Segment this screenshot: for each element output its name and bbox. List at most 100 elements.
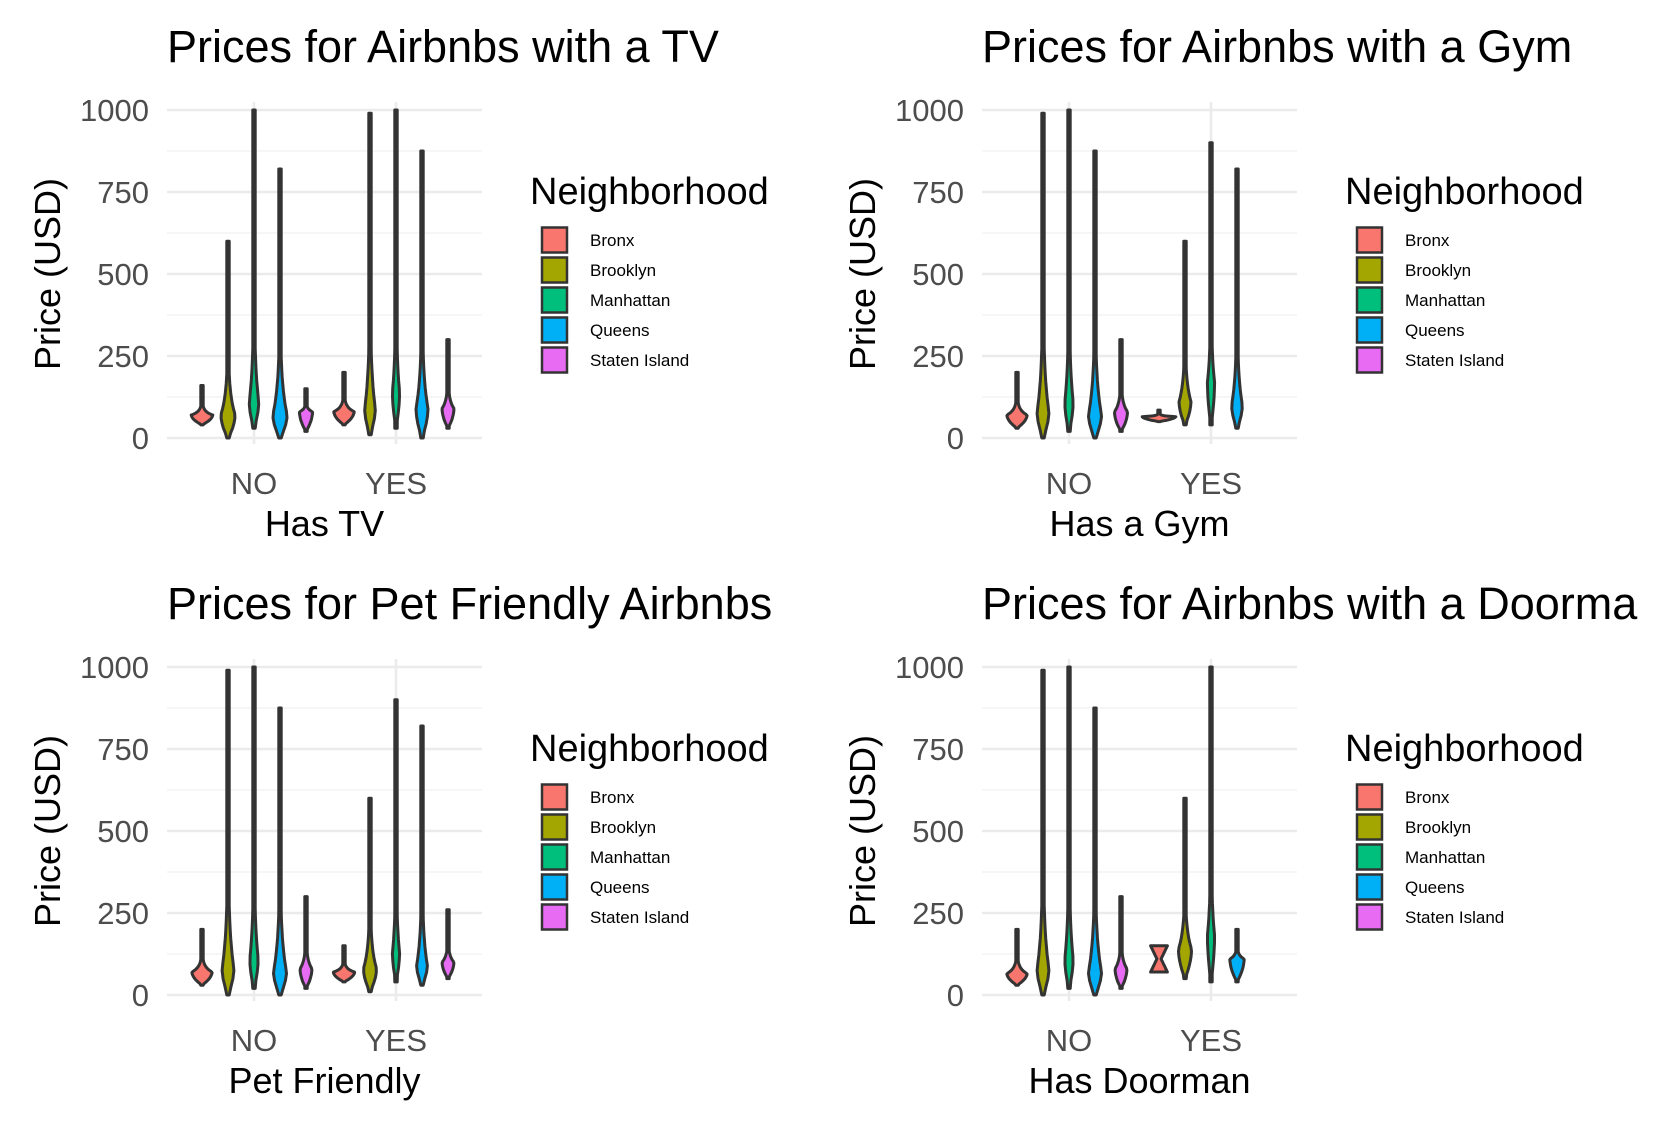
x-axis-title: Has a Gym bbox=[1049, 503, 1229, 544]
y-tick-label: 500 bbox=[97, 814, 149, 849]
legend-swatch-queens bbox=[1355, 873, 1384, 901]
legend-swatch-staten-island bbox=[540, 903, 569, 931]
legend-swatch-staten-island bbox=[1355, 903, 1384, 931]
violin-manhattan-no bbox=[248, 665, 260, 990]
legend-swatch-staten-island bbox=[1355, 346, 1384, 374]
y-tick-label: 0 bbox=[132, 978, 149, 1013]
legend-label: Manhattan bbox=[1405, 848, 1485, 867]
legend-swatch-staten-island bbox=[540, 346, 569, 374]
violin-staten-island-no bbox=[1113, 895, 1129, 990]
y-tick-label: 250 bbox=[912, 339, 964, 374]
chart-title: Prices for Airbnbs with a TV bbox=[167, 21, 719, 72]
violin-staten-island-no bbox=[297, 387, 315, 433]
violin-staten-island-no bbox=[298, 895, 314, 990]
violin-brooklyn-yes bbox=[363, 111, 377, 437]
x-axis-title: Pet Friendly bbox=[228, 1060, 420, 1101]
y-tick-label: 750 bbox=[912, 732, 964, 767]
y-tick-label: 250 bbox=[97, 339, 149, 374]
chart-title: Prices for Pet Friendly Airbnbs bbox=[167, 578, 772, 629]
legend-label: Brooklyn bbox=[590, 261, 656, 280]
y-tick-label: 750 bbox=[97, 732, 149, 767]
violin-manhattan-yes bbox=[390, 698, 402, 984]
y-tick-label: 1000 bbox=[80, 93, 149, 128]
x-tick-label: NO bbox=[1046, 466, 1093, 501]
violins bbox=[189, 108, 456, 440]
legend-title: Neighborhood bbox=[1345, 728, 1584, 770]
violin-queens-no bbox=[272, 706, 288, 997]
legend-label: Bronx bbox=[590, 788, 635, 807]
legend-label: Staten Island bbox=[590, 351, 689, 370]
y-axis-title: Price (USD) bbox=[27, 178, 68, 370]
legend-swatch-queens bbox=[1355, 316, 1384, 344]
legend-label: Staten Island bbox=[1405, 908, 1504, 927]
y-tick-label: 1000 bbox=[80, 650, 149, 685]
violin-bronx-yes bbox=[1149, 944, 1169, 974]
legend: Neighborhood Bronx Brooklyn Manhattan Queens… bbox=[1345, 728, 1584, 931]
violin-manhattan-yes bbox=[391, 108, 401, 430]
violins bbox=[1005, 108, 1244, 440]
legend-title: Neighborhood bbox=[1345, 171, 1584, 213]
x-tick-label: YES bbox=[365, 1023, 427, 1058]
legend-swatch-bronx bbox=[540, 783, 569, 811]
y-tick-label: 500 bbox=[912, 257, 964, 292]
gridlines bbox=[982, 659, 1297, 1001]
legend-title: Neighborhood bbox=[530, 728, 769, 770]
x-tick-label: YES bbox=[1180, 466, 1242, 501]
legend-swatch-brooklyn bbox=[1355, 813, 1384, 841]
legend-label: Staten Island bbox=[1405, 351, 1504, 370]
y-axis-title: Price (USD) bbox=[842, 178, 883, 370]
violin-queens-yes bbox=[1230, 167, 1244, 430]
panel-3: 0 250 500 750 1000 NO YES Prices for Pet Friend… bbox=[27, 578, 772, 1101]
legend-swatch-brooklyn bbox=[540, 256, 569, 284]
legend-swatch-bronx bbox=[1355, 783, 1384, 811]
legend: Neighborhood Bronx Brooklyn Manhattan Queens… bbox=[1345, 171, 1584, 374]
y-tick-label: 0 bbox=[947, 978, 964, 1013]
legend-title: Neighborhood bbox=[530, 171, 769, 213]
legend-swatch-bronx bbox=[1355, 226, 1384, 254]
violin-queens-yes bbox=[414, 149, 430, 440]
violin-manhattan-yes bbox=[1206, 665, 1216, 984]
gridlines bbox=[167, 659, 482, 1001]
x-axis-title: Has Doorman bbox=[1028, 1060, 1250, 1101]
gridlines bbox=[982, 102, 1297, 444]
legend-swatch-manhattan bbox=[540, 843, 569, 871]
legend-swatch-brooklyn bbox=[540, 813, 569, 841]
legend-label: Manhattan bbox=[1405, 291, 1485, 310]
violins bbox=[190, 665, 456, 997]
violin-staten-island-no bbox=[1113, 338, 1129, 433]
chart-title: Prices for Airbnbs with a Doorma bbox=[982, 578, 1638, 629]
x-tick-label: YES bbox=[1180, 1023, 1242, 1058]
y-tick-label: 750 bbox=[912, 175, 964, 210]
y-tick-label: 250 bbox=[912, 896, 964, 931]
y-tick-label: 1000 bbox=[895, 650, 964, 685]
legend-label: Brooklyn bbox=[1405, 818, 1471, 837]
violin-manhattan-no bbox=[1063, 665, 1075, 990]
y-tick-label: 0 bbox=[947, 421, 964, 456]
x-tick-label: NO bbox=[1046, 1023, 1093, 1058]
legend-label: Queens bbox=[590, 321, 650, 340]
violin-queens-no bbox=[1087, 149, 1103, 440]
y-axis-title: Price (USD) bbox=[27, 735, 68, 927]
x-tick-label: NO bbox=[231, 466, 278, 501]
legend-label: Bronx bbox=[1405, 788, 1450, 807]
legend-swatch-manhattan bbox=[1355, 286, 1384, 314]
chart-title: Prices for Airbnbs with a Gym bbox=[982, 21, 1572, 72]
x-tick-label: NO bbox=[231, 1023, 278, 1058]
violin-bronx-yes bbox=[1140, 408, 1178, 424]
violin-bronx-no bbox=[189, 384, 215, 427]
legend-swatch-brooklyn bbox=[1355, 256, 1384, 284]
panel-1: 0 250 500 750 1000 NO YES Prices for Airbnbs wi… bbox=[27, 21, 769, 544]
legend: Neighborhood Bronx Brooklyn Manhattan Queens… bbox=[530, 728, 769, 931]
y-tick-label: 500 bbox=[912, 814, 964, 849]
legend-label: Brooklyn bbox=[1405, 261, 1471, 280]
violin-brooklyn-yes bbox=[1177, 239, 1193, 427]
legend-label: Queens bbox=[1405, 878, 1465, 897]
legend-label: Bronx bbox=[590, 231, 635, 250]
violin-manhattan-yes bbox=[1205, 141, 1217, 427]
violin-brooklyn-yes bbox=[1177, 796, 1193, 981]
panel-4: 0 250 500 750 1000 NO YES Prices for Airbnbs wi… bbox=[842, 578, 1638, 1101]
violins bbox=[1005, 665, 1246, 997]
violin-brooklyn-no bbox=[219, 239, 237, 440]
legend-label: Staten Island bbox=[590, 908, 689, 927]
